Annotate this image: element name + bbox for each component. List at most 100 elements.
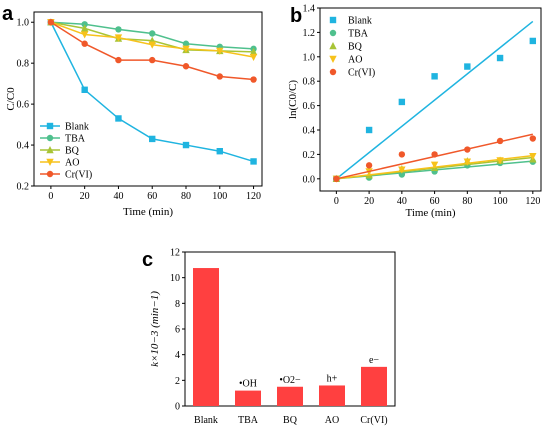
- a-legend-marker: [46, 122, 54, 130]
- c-y-tick-label: 0: [175, 402, 180, 413]
- panel-label-c: c: [142, 249, 153, 271]
- c-bar: [277, 386, 303, 406]
- c-y-tick-label: 12: [170, 248, 180, 259]
- b-x-tick-label: 40: [397, 196, 407, 207]
- panel-label-a: a: [2, 3, 14, 25]
- c-category-label: Cr(VI): [360, 415, 387, 426]
- a-data-point: [47, 19, 55, 26]
- a-y-tick-label: 0.6: [17, 100, 30, 111]
- b-data-point: [398, 166, 406, 174]
- c-y-tick-label: 10: [170, 273, 180, 284]
- a-axes-frame: [33, 11, 263, 187]
- a-x-tick-label: 20: [80, 191, 90, 202]
- a-data-point: [81, 21, 88, 28]
- a-data-point: [114, 34, 123, 42]
- b-data-point: [365, 162, 373, 169]
- a-data-point: [149, 56, 156, 64]
- c-bar-annotation: e−: [369, 355, 379, 366]
- a-data-point: [149, 135, 156, 143]
- c-category-label: Blank: [194, 415, 218, 426]
- b-data-point: [496, 137, 504, 145]
- b-legend-label: TBA: [348, 29, 369, 40]
- b-x-tick-label: 20: [364, 196, 374, 207]
- a-x-tick-label: 60: [147, 191, 157, 202]
- a-data-point: [216, 47, 224, 55]
- a-data-point: [216, 73, 223, 80]
- c-y-tick-label: 8: [175, 299, 180, 310]
- b-legend-label: Cr(VI): [348, 68, 375, 79]
- a-x-tick-label: 40: [113, 191, 123, 202]
- b-x-tick-label: 60: [430, 196, 440, 207]
- b-data-point: [431, 73, 438, 80]
- b-legend-label: Blank: [348, 16, 372, 27]
- a-data-point: [115, 56, 122, 64]
- b-data-point: [529, 37, 537, 45]
- b-x-tick-label: 0: [334, 196, 339, 207]
- b-legend-marker: [329, 42, 337, 50]
- a-x-tick-label: 120: [246, 191, 261, 202]
- a-y-tick-label: 0.4: [17, 141, 30, 152]
- a-data-point: [81, 86, 88, 93]
- b-data-point: [529, 135, 537, 142]
- b-data-point: [333, 175, 340, 182]
- c-bar: [361, 366, 387, 406]
- c-bar: [193, 268, 219, 406]
- b-y-axis-label: ln(C0/C): [287, 80, 299, 119]
- a-y-tick-label: 0.8: [17, 59, 30, 70]
- b-x-tick-label: 100: [493, 196, 508, 207]
- a-data-point: [81, 40, 88, 47]
- a-data-point: [182, 45, 190, 53]
- b-legend-label: BQ: [348, 42, 363, 53]
- b-y-tick-label: 0.2: [303, 150, 316, 161]
- b-x-axis-label: Time (min): [405, 207, 455, 219]
- a-y-axis-label: C/C0: [5, 87, 17, 111]
- a-data-point: [249, 53, 258, 62]
- b-y-tick-label: 0.6: [303, 101, 316, 112]
- a-data-point: [80, 31, 89, 39]
- a-data-point: [148, 41, 156, 49]
- c-y-axis-label: k×10−3 (min−1): [149, 291, 161, 367]
- b-data-point: [463, 158, 472, 166]
- a-legend-label: Cr(VI): [65, 170, 92, 181]
- b-legend-marker: [329, 68, 337, 76]
- b-data-point: [398, 171, 406, 178]
- a-y-tick-label: 1.0: [17, 18, 30, 29]
- c-y-tick-label: 4: [175, 350, 180, 361]
- c-bar: [235, 390, 261, 406]
- panel-label-b: b: [290, 5, 302, 27]
- a-x-tick-label: 0: [48, 191, 53, 202]
- a-x-axis-label: Time (min): [123, 206, 173, 218]
- a-legend-label: TBA: [65, 134, 86, 145]
- a-legend-marker: [46, 134, 54, 142]
- b-legend: Blank TBA BQ AO Cr(VI): [329, 16, 375, 79]
- b-data-point: [430, 161, 439, 169]
- b-x-tick-label: 120: [525, 196, 540, 207]
- c-category-label: BQ: [283, 415, 298, 426]
- b-y-tick-label: 1.4: [303, 4, 316, 15]
- a-data-point: [249, 47, 258, 56]
- a-data-point: [115, 115, 122, 122]
- b-data-point: [464, 146, 471, 153]
- b-data-point: [496, 54, 504, 62]
- b-data-point: [464, 63, 471, 70]
- b-y-tick-label: 1.0: [303, 52, 316, 63]
- c-bar-annotation: h+: [327, 373, 338, 384]
- a-x-tick-label: 100: [212, 191, 227, 202]
- b-fit-line: [335, 20, 534, 180]
- c-bar-annotation: •O2−: [279, 375, 301, 386]
- panel-c: c 0 2 4 6 8 10 12 k×10−3 (min−1) Blank TBA •OH BQ •O…: [142, 248, 396, 426]
- a-legend-marker: [46, 170, 54, 178]
- a-legend-marker: [46, 146, 54, 154]
- b-y-tick-label: 0.0: [303, 174, 316, 185]
- b-data-point: [365, 126, 373, 134]
- b-legend-marker: [329, 29, 337, 37]
- b-x-tick-label: 80: [462, 196, 472, 207]
- a-data-point: [182, 63, 190, 70]
- b-legend-label: AO: [348, 55, 362, 66]
- panel-b: b 0 20 40 60 80 100 120 0.0 0.2 0.4 0.6 0.8 1.0 1.2 1.…: [287, 4, 542, 219]
- a-data-point: [216, 148, 223, 155]
- b-data-point: [431, 151, 438, 158]
- c-y-tick-label: 2: [175, 376, 180, 387]
